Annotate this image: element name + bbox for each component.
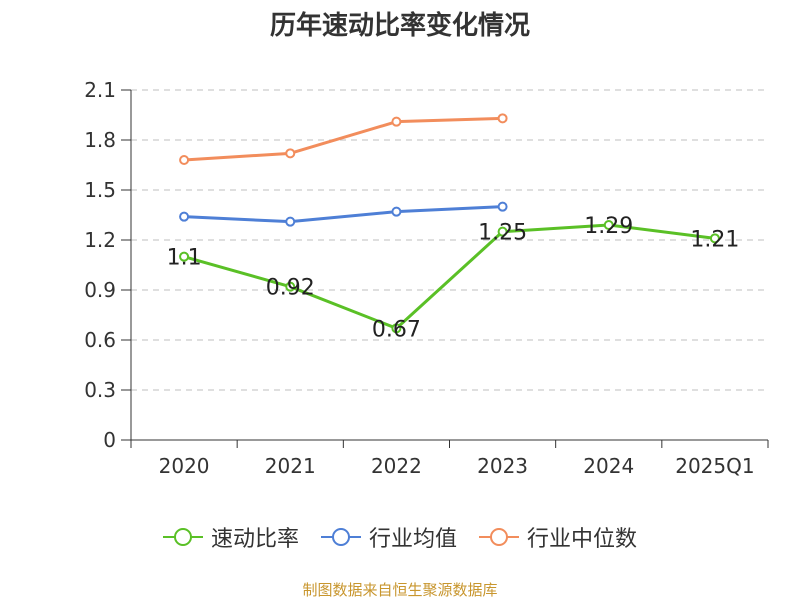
y-tick-label-1: 0.3 [84, 378, 116, 402]
legend-label-industry-mean: 行业均值 [368, 527, 457, 552]
series-0-point-2025Q1 [709, 233, 720, 244]
series-0-point-2020 [179, 251, 190, 262]
series-line-1 [184, 205, 503, 224]
x-tick-label-2021: 2021 [265, 454, 316, 478]
series-1-point-2022 [391, 206, 402, 217]
x-tick-label-2022: 2022 [371, 454, 422, 478]
legend-marker-industry-median [479, 528, 519, 546]
series-2-point-2021 [285, 148, 296, 159]
series-2-point-2023 [497, 113, 508, 124]
y-tick-label-7: 2.1 [84, 78, 116, 102]
x-tick-label-2020: 2020 [159, 454, 210, 478]
legend-marker-industry-mean [320, 528, 361, 546]
series-0-point-2021 [285, 281, 296, 292]
data-label-2022: 0.67 [372, 317, 421, 342]
series-0-point-2023 [497, 226, 508, 237]
series-1-point-2021 [285, 216, 296, 227]
series-2-point-2022 [391, 116, 402, 127]
y-tick-label-3: 0.9 [84, 278, 116, 302]
x-tick-label-2024: 2024 [583, 454, 634, 478]
x-tick-label-2023: 2023 [477, 454, 528, 478]
legend-item-industry-median[interactable]: 行业中位数 [479, 521, 637, 553]
legend-item-industry-mean[interactable]: 行业均值 [320, 521, 457, 553]
series-1-point-2023 [497, 201, 508, 212]
series-1-point-2020 [179, 211, 190, 222]
y-tick-label-0: 0 [103, 428, 116, 452]
data-label-2021: 0.92 [266, 276, 315, 301]
legend-label-industry-median: 行业中位数 [527, 527, 638, 552]
y-tick-label-6: 1.8 [84, 128, 116, 152]
series-line-2 [183, 116, 503, 162]
series-0-point-2022 [391, 323, 402, 334]
series-line-0 [183, 223, 716, 330]
y-tick-label-2: 0.6 [84, 328, 116, 352]
legend: 速动比率 行业均值 行业中位数 [0, 521, 800, 553]
data-label-2024: 1.29 [584, 214, 633, 239]
data-label-2023: 1.25 [478, 221, 527, 246]
y-tick-label-4: 1.2 [84, 228, 116, 252]
x-tick-label-2025Q1: 2025Q1 [675, 454, 754, 478]
data-source-footer: 制图数据来自恒生聚源数据库 [302, 581, 498, 599]
y-tick-label-5: 1.5 [84, 178, 116, 202]
legend-marker-quick-ratio [162, 528, 203, 546]
data-label-2025Q1: 1.21 [690, 227, 739, 252]
legend-item-quick-ratio[interactable]: 速动比率 [162, 521, 299, 553]
chart-title: 历年速动比率变化情况 [269, 11, 530, 41]
series-2-point-2020 [179, 155, 190, 165]
legend-label-quick-ratio: 速动比率 [210, 527, 299, 552]
series-0-point-2024 [603, 220, 614, 230]
data-label-2020: 1.1 [167, 246, 202, 271]
